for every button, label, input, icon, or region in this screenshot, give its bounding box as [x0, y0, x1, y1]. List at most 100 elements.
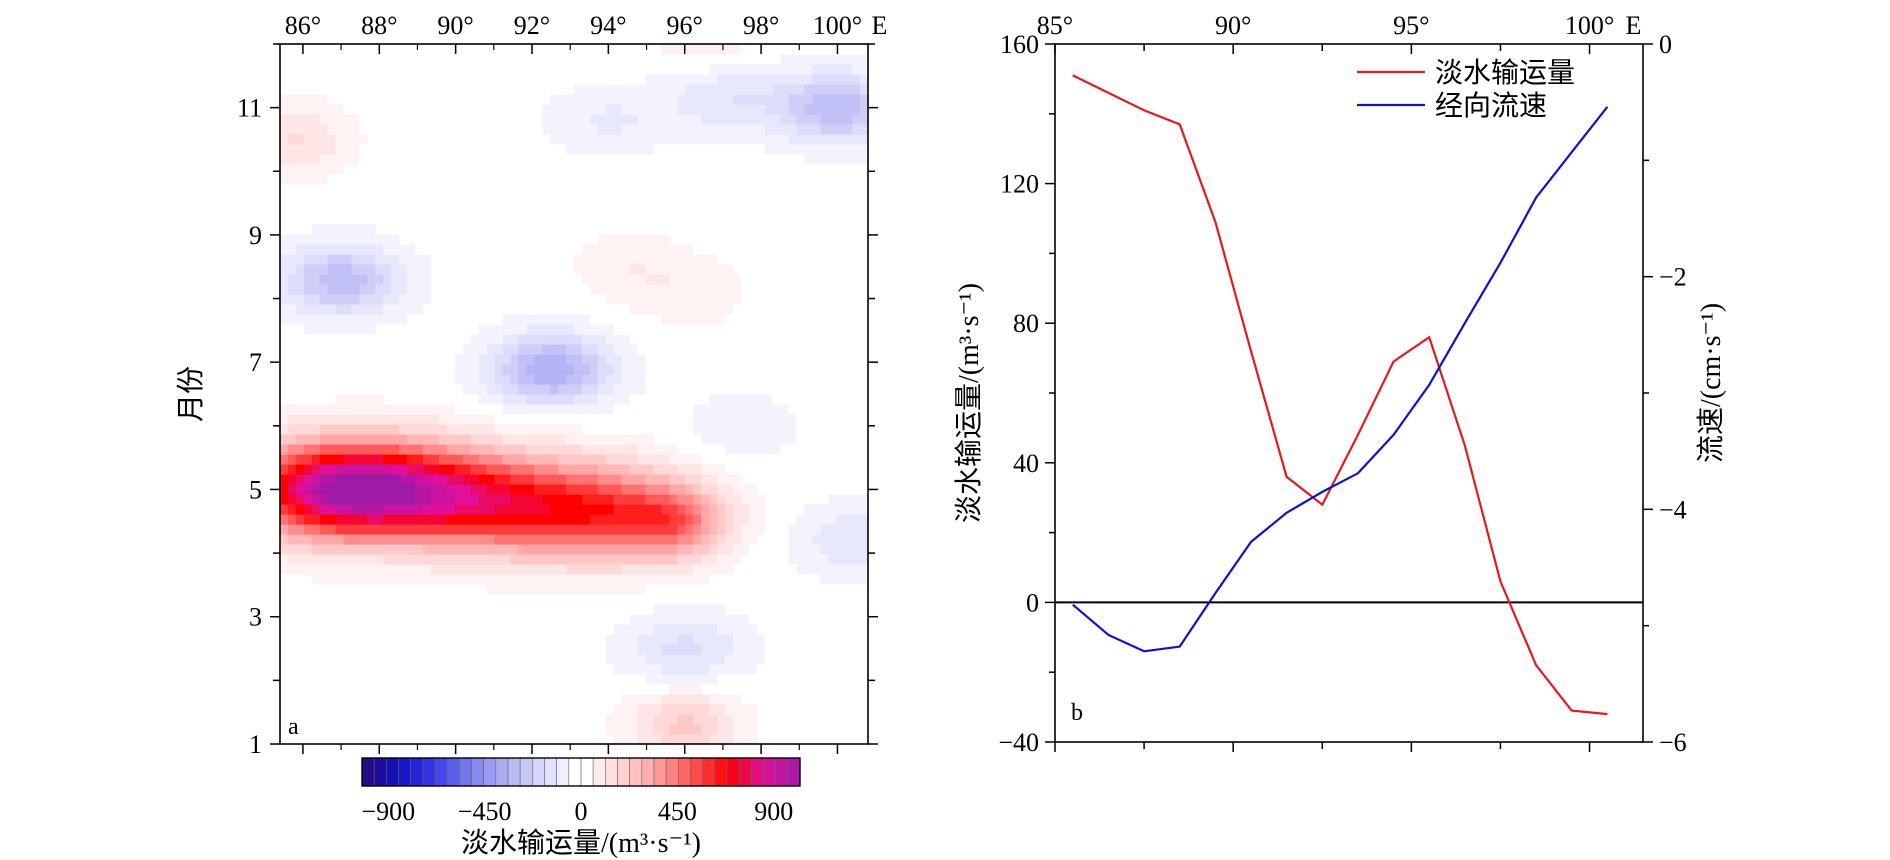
heatmap-cell [423, 534, 432, 545]
heatmap-cell [502, 614, 512, 625]
heatmap-cell [375, 94, 384, 105]
heatmap-cell [359, 224, 369, 235]
heatmap-cell [415, 284, 424, 295]
heatmap-cell [661, 534, 670, 545]
heatmap-cell [367, 584, 376, 595]
heatmap-cell [724, 174, 734, 185]
heatmap-cell [494, 574, 504, 585]
heatmap-cell [748, 314, 758, 325]
heatmap-cell [542, 464, 551, 475]
heatmap-cell [430, 134, 440, 145]
heatmap-cell [605, 364, 615, 375]
heatmap-cell [772, 664, 782, 675]
heatmap-cell [494, 254, 504, 265]
heatmap-cell [693, 414, 702, 425]
heatmap-cell [375, 724, 384, 735]
heatmap-cell [677, 624, 686, 635]
heatmap-cell [629, 704, 639, 715]
heatmap-cell [415, 344, 424, 355]
heatmap-cell [756, 454, 766, 465]
heatmap-cell [343, 484, 353, 495]
heatmap-cell [470, 464, 480, 475]
heatmap-cell [574, 154, 583, 165]
heatmap-cell [303, 624, 313, 635]
heatmap-cell [685, 74, 694, 85]
heatmap-cell [367, 654, 376, 665]
heatmap-cell [510, 514, 519, 525]
heatmap-cell [526, 604, 535, 615]
heatmap-cell [367, 404, 376, 415]
heatmap-cell [828, 254, 837, 265]
heatmap-cell [709, 264, 718, 275]
heatmap-cell [804, 224, 813, 235]
heatmap-cell [518, 734, 527, 744]
heatmap-cell [701, 494, 710, 505]
heatmap-cell [383, 594, 392, 605]
heatmap-cell [717, 674, 726, 685]
heatmap-cell [367, 184, 376, 195]
heatmap-cell [542, 734, 551, 744]
heatmap-cell [399, 564, 408, 575]
heatmap-cell [709, 294, 718, 305]
heatmap-cell [367, 444, 376, 455]
heatmap-cell [653, 484, 663, 495]
heatmap-cell [454, 344, 464, 355]
heatmap-cell [335, 404, 345, 415]
heatmap-cell [534, 614, 543, 625]
heatmap-cell [287, 244, 297, 255]
heatmap-cell [558, 734, 567, 744]
heatmap-cell [303, 294, 313, 305]
heatmap-cell [335, 104, 345, 115]
heatmap-cell [502, 594, 512, 605]
heatmap-cell [605, 94, 615, 105]
heatmap-cell [391, 734, 400, 744]
heatmap-cell [629, 584, 639, 595]
heatmap-cell [574, 64, 583, 75]
heatmap-cell [502, 404, 512, 415]
heatmap-cell [502, 244, 512, 255]
heatmap-cell [844, 214, 853, 225]
heatmap-cell [446, 84, 456, 95]
heatmap-cell [510, 544, 519, 555]
heatmap-cell [430, 514, 440, 525]
heatmap-cell [605, 444, 615, 455]
heatmap-cell [518, 94, 527, 105]
heatmap-cell [724, 214, 734, 225]
heatmap-cell [391, 394, 400, 405]
heatmap-cell [423, 374, 432, 385]
heatmap-cell [613, 724, 623, 735]
heatmap-cell [295, 374, 305, 385]
heatmap-cell [581, 454, 591, 465]
heatmap-cell [629, 614, 639, 625]
heatmap-cell [351, 364, 361, 375]
heatmap-cell [828, 594, 837, 605]
heatmap-cell [566, 94, 575, 105]
heatmap-cell [669, 154, 678, 165]
heatmap-cell [303, 154, 313, 165]
heatmap-cell [629, 684, 639, 695]
heatmap-cell [280, 674, 289, 685]
heatmap-cell [280, 454, 289, 465]
heatmap-cell [478, 204, 488, 215]
heatmap-cell [423, 514, 432, 525]
heatmap-cell [462, 254, 472, 265]
heatmap-cell [812, 714, 821, 725]
heatmap-cell [836, 84, 845, 95]
heatmap-cell [653, 534, 663, 545]
heatmap-cell [717, 124, 726, 135]
heatmap-cell [438, 154, 448, 165]
heatmap-cell [359, 534, 369, 545]
heatmap-cell [280, 554, 289, 565]
heatmap-cell [788, 724, 798, 735]
heatmap-cell [780, 174, 790, 185]
heatmap-cell [319, 314, 329, 325]
heatmap-cell [407, 694, 416, 705]
heatmap-cell [367, 194, 376, 205]
heatmap-cell [717, 444, 726, 455]
heatmap-cell [613, 734, 623, 744]
heatmap-cell [407, 134, 416, 145]
heatmap-cell [764, 404, 774, 415]
heatmap-cell [669, 244, 678, 255]
heatmap-cell [589, 594, 599, 605]
heatmap-cell [280, 724, 289, 735]
